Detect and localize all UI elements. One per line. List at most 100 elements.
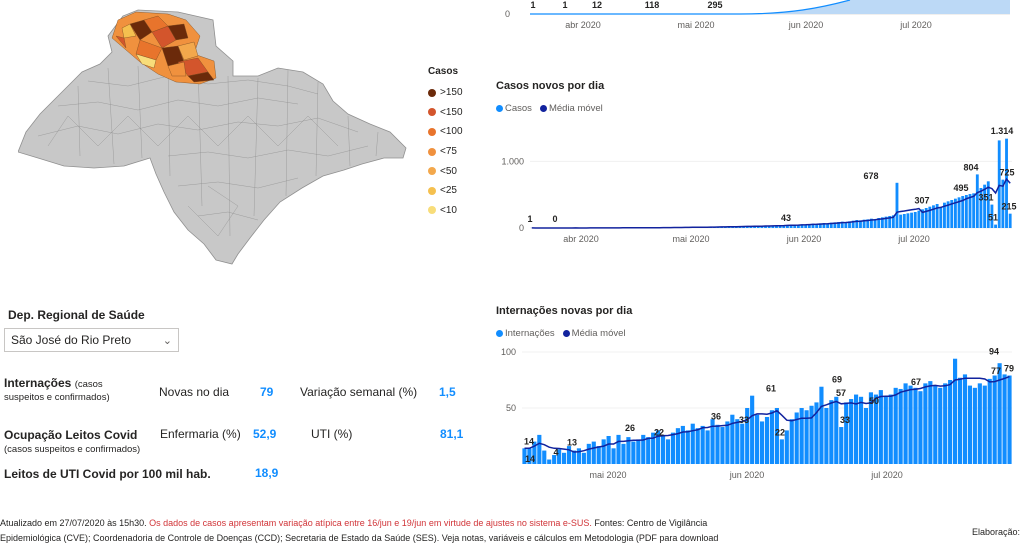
bar[interactable] bbox=[646, 437, 651, 464]
bar[interactable] bbox=[994, 224, 997, 228]
bar[interactable] bbox=[986, 181, 990, 228]
bar[interactable] bbox=[636, 439, 641, 464]
bar[interactable] bbox=[606, 436, 611, 464]
bar[interactable] bbox=[774, 408, 779, 464]
bar[interactable] bbox=[804, 224, 808, 228]
bar[interactable] bbox=[977, 383, 982, 464]
map-legend-item[interactable]: <10 bbox=[428, 201, 488, 221]
bar[interactable] bbox=[948, 380, 953, 464]
bar[interactable] bbox=[837, 222, 840, 228]
bar[interactable] bbox=[814, 402, 819, 464]
bar[interactable] bbox=[957, 377, 963, 464]
bar[interactable] bbox=[883, 396, 888, 464]
bar[interactable] bbox=[923, 383, 928, 464]
bar[interactable] bbox=[987, 378, 992, 464]
bar[interactable] bbox=[1007, 375, 1012, 464]
bar[interactable] bbox=[611, 448, 616, 464]
bar[interactable] bbox=[964, 195, 968, 228]
bar[interactable] bbox=[1002, 374, 1007, 464]
bar[interactable] bbox=[735, 419, 740, 464]
bar[interactable] bbox=[982, 385, 987, 464]
bar[interactable] bbox=[532, 441, 537, 464]
bar[interactable] bbox=[888, 216, 892, 228]
bar[interactable] bbox=[527, 448, 532, 464]
bar[interactable] bbox=[571, 450, 577, 464]
bar[interactable] bbox=[990, 204, 994, 228]
legend-item-media-movel[interactable]: Média móvel bbox=[539, 103, 603, 114]
bar[interactable] bbox=[621, 443, 626, 464]
bar[interactable] bbox=[921, 209, 924, 228]
bar[interactable] bbox=[695, 428, 700, 464]
bar[interactable] bbox=[979, 188, 983, 228]
bar[interactable] bbox=[946, 201, 950, 228]
bar[interactable] bbox=[953, 198, 957, 228]
bar[interactable] bbox=[581, 452, 586, 464]
bar[interactable] bbox=[616, 434, 621, 464]
bar[interactable] bbox=[685, 430, 690, 464]
bar[interactable] bbox=[537, 434, 542, 464]
bar[interactable] bbox=[725, 421, 730, 464]
bar[interactable] bbox=[983, 184, 987, 228]
bar[interactable] bbox=[700, 425, 705, 464]
bar[interactable] bbox=[992, 375, 997, 464]
bar[interactable] bbox=[522, 448, 527, 464]
bar[interactable] bbox=[1005, 138, 1008, 228]
bar[interactable] bbox=[910, 212, 914, 228]
bar[interactable] bbox=[975, 174, 979, 228]
bar[interactable] bbox=[928, 381, 933, 464]
legend-item-internacoes[interactable]: Internações bbox=[496, 328, 555, 339]
bar[interactable] bbox=[939, 207, 943, 228]
legend-item-casos[interactable]: Casos bbox=[496, 103, 532, 114]
bar[interactable] bbox=[764, 225, 767, 228]
bar[interactable] bbox=[749, 226, 753, 228]
bar[interactable] bbox=[745, 408, 750, 464]
map-legend-item[interactable]: <25 bbox=[428, 181, 488, 201]
bar[interactable] bbox=[953, 358, 958, 464]
bar[interactable] bbox=[561, 452, 567, 464]
bar[interactable] bbox=[552, 455, 557, 464]
bar[interactable] bbox=[859, 220, 862, 228]
bar[interactable] bbox=[834, 396, 839, 464]
bar[interactable] bbox=[858, 396, 864, 464]
bar[interactable] bbox=[917, 210, 921, 228]
bar[interactable] bbox=[778, 225, 782, 228]
bar[interactable] bbox=[895, 182, 899, 228]
map-legend-item[interactable]: <50 bbox=[428, 161, 488, 181]
bar[interactable] bbox=[893, 387, 898, 464]
bar[interactable] bbox=[868, 392, 874, 464]
bar[interactable] bbox=[884, 216, 888, 228]
bar[interactable] bbox=[854, 394, 859, 464]
bar[interactable] bbox=[877, 218, 881, 228]
bar[interactable] bbox=[906, 213, 910, 228]
bar[interactable] bbox=[878, 390, 883, 464]
bar[interactable] bbox=[829, 400, 834, 464]
bar[interactable] bbox=[855, 220, 859, 228]
bar[interactable] bbox=[815, 224, 819, 228]
bar[interactable] bbox=[794, 412, 799, 464]
hosp-chart-plot[interactable]: 50 100 mai 2020 jun 2020 jul 2020 14 14 4 13 26 22… bbox=[490, 342, 1020, 482]
bar[interactable] bbox=[740, 423, 745, 464]
bar[interactable] bbox=[779, 439, 784, 464]
bar[interactable] bbox=[902, 214, 906, 228]
footer-sources-cont[interactable]: Epidemiológica (CVE); Coordenadoria de C… bbox=[0, 533, 719, 543]
bar[interactable] bbox=[769, 410, 775, 464]
bar[interactable] bbox=[839, 427, 844, 464]
bar[interactable] bbox=[755, 414, 760, 464]
bar[interactable] bbox=[908, 385, 913, 464]
bar[interactable] bbox=[1008, 213, 1012, 228]
bar[interactable] bbox=[891, 215, 895, 228]
bar[interactable] bbox=[793, 225, 797, 228]
bar[interactable] bbox=[764, 416, 770, 464]
bar[interactable] bbox=[804, 410, 809, 464]
bar[interactable] bbox=[866, 219, 870, 228]
bar[interactable] bbox=[862, 219, 866, 228]
bar[interactable] bbox=[542, 450, 547, 464]
bar[interactable] bbox=[848, 221, 851, 228]
bar[interactable] bbox=[819, 386, 824, 464]
bar[interactable] bbox=[880, 217, 884, 228]
bar[interactable] bbox=[690, 423, 695, 464]
bar[interactable] bbox=[833, 222, 837, 228]
bar[interactable] bbox=[873, 219, 877, 228]
bar[interactable] bbox=[720, 427, 725, 464]
bar[interactable] bbox=[935, 204, 939, 228]
